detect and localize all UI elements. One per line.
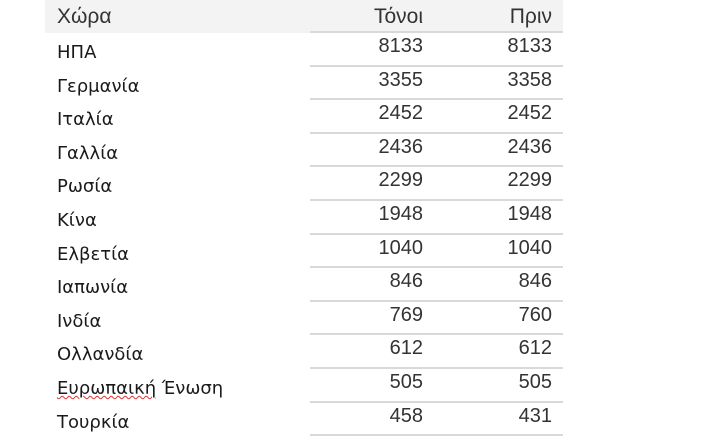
tonnes-cell: 2436 [378, 135, 424, 158]
table-row: Ολλανδία 612 612 [45, 335, 563, 369]
table-row: Ρωσία 2299 2299 [45, 167, 563, 201]
country-cell: Κίνα [57, 210, 97, 231]
table-row: ΗΠΑ 8133 8133 [45, 33, 563, 67]
country-cell: Ρωσία [57, 176, 113, 198]
tonnes-cell: 2299 [378, 169, 424, 192]
country-cell: Γαλλία [57, 142, 119, 164]
tonnes-cell: 1040 [378, 236, 424, 259]
table-header: Χώρα Τόνοι Πριν [45, 0, 563, 33]
country-cell: Ελβετία [57, 243, 130, 265]
header-country: Χώρα [57, 5, 112, 28]
header-tonnes: Τόνοι [373, 5, 423, 28]
country-cell: Ολλανδία [57, 344, 144, 366]
tonnes-cell: 2452 [378, 102, 424, 125]
tonnes-cell: 612 [389, 337, 423, 360]
table-row: Γαλλία 2436 2436 [45, 134, 563, 168]
table-row: Κίνα 1948 1948 [45, 201, 563, 235]
row-divider [310, 299, 563, 302]
table-row: Ελβετία 1040 1040 [45, 235, 563, 269]
before-cell: 1948 [507, 203, 553, 225]
row-divider [310, 434, 563, 437]
country-cell: ΗΠΑ [57, 42, 97, 63]
tonnes-cell: 3355 [378, 68, 424, 91]
table-row: Ιαπωνία 846 846 [45, 268, 563, 302]
row-divider [310, 165, 563, 168]
country-cell: Ινδία [57, 310, 102, 332]
spellcheck-underline: Ευρωπαική [57, 378, 157, 399]
row-divider [310, 400, 563, 403]
country-cell: Ιαπωνία [57, 277, 129, 299]
before-cell: 8133 [507, 35, 553, 57]
table-row: Ιταλία 2452 2452 [45, 100, 563, 134]
table-row: Ινδία 769 760 [45, 302, 563, 336]
tonnes-cell: 769 [389, 303, 423, 326]
tonnes-cell: 505 [389, 371, 423, 393]
before-cell: 1040 [507, 236, 553, 259]
table-row: Ευρωπαική Ένωση 505 505 [45, 369, 563, 403]
tonnes-cell: 846 [389, 270, 423, 293]
row-divider [310, 98, 563, 101]
country-cell: Ιταλία [57, 109, 114, 131]
row-divider [310, 64, 563, 67]
tonnes-cell: 8133 [378, 35, 424, 57]
tonnes-cell: 1948 [378, 203, 424, 225]
before-cell: 846 [518, 270, 552, 293]
row-divider [310, 366, 563, 369]
row-divider [310, 31, 563, 33]
tonnes-cell: 458 [389, 404, 423, 427]
row-divider [310, 232, 563, 235]
country-cell: Τουρκία [57, 411, 130, 433]
country-cell: Ευρωπαική Ένωση [57, 378, 224, 399]
before-cell: 3358 [507, 68, 553, 91]
row-divider [310, 131, 563, 134]
before-cell: 431 [518, 404, 552, 427]
table-row: Τουρκία 458 431 [45, 403, 563, 437]
before-cell: 2452 [507, 102, 553, 125]
row-divider [310, 266, 563, 269]
table-row: Γερμανία 3355 3358 [45, 67, 563, 101]
before-cell: 612 [518, 337, 552, 360]
before-cell: 2436 [507, 135, 553, 158]
header-before: Πριν [509, 5, 552, 28]
before-cell: 2299 [507, 169, 553, 192]
before-cell: 505 [518, 371, 552, 393]
row-divider [310, 198, 563, 201]
row-divider [310, 333, 563, 336]
country-cell: Γερμανία [57, 75, 140, 97]
before-cell: 760 [518, 303, 552, 326]
